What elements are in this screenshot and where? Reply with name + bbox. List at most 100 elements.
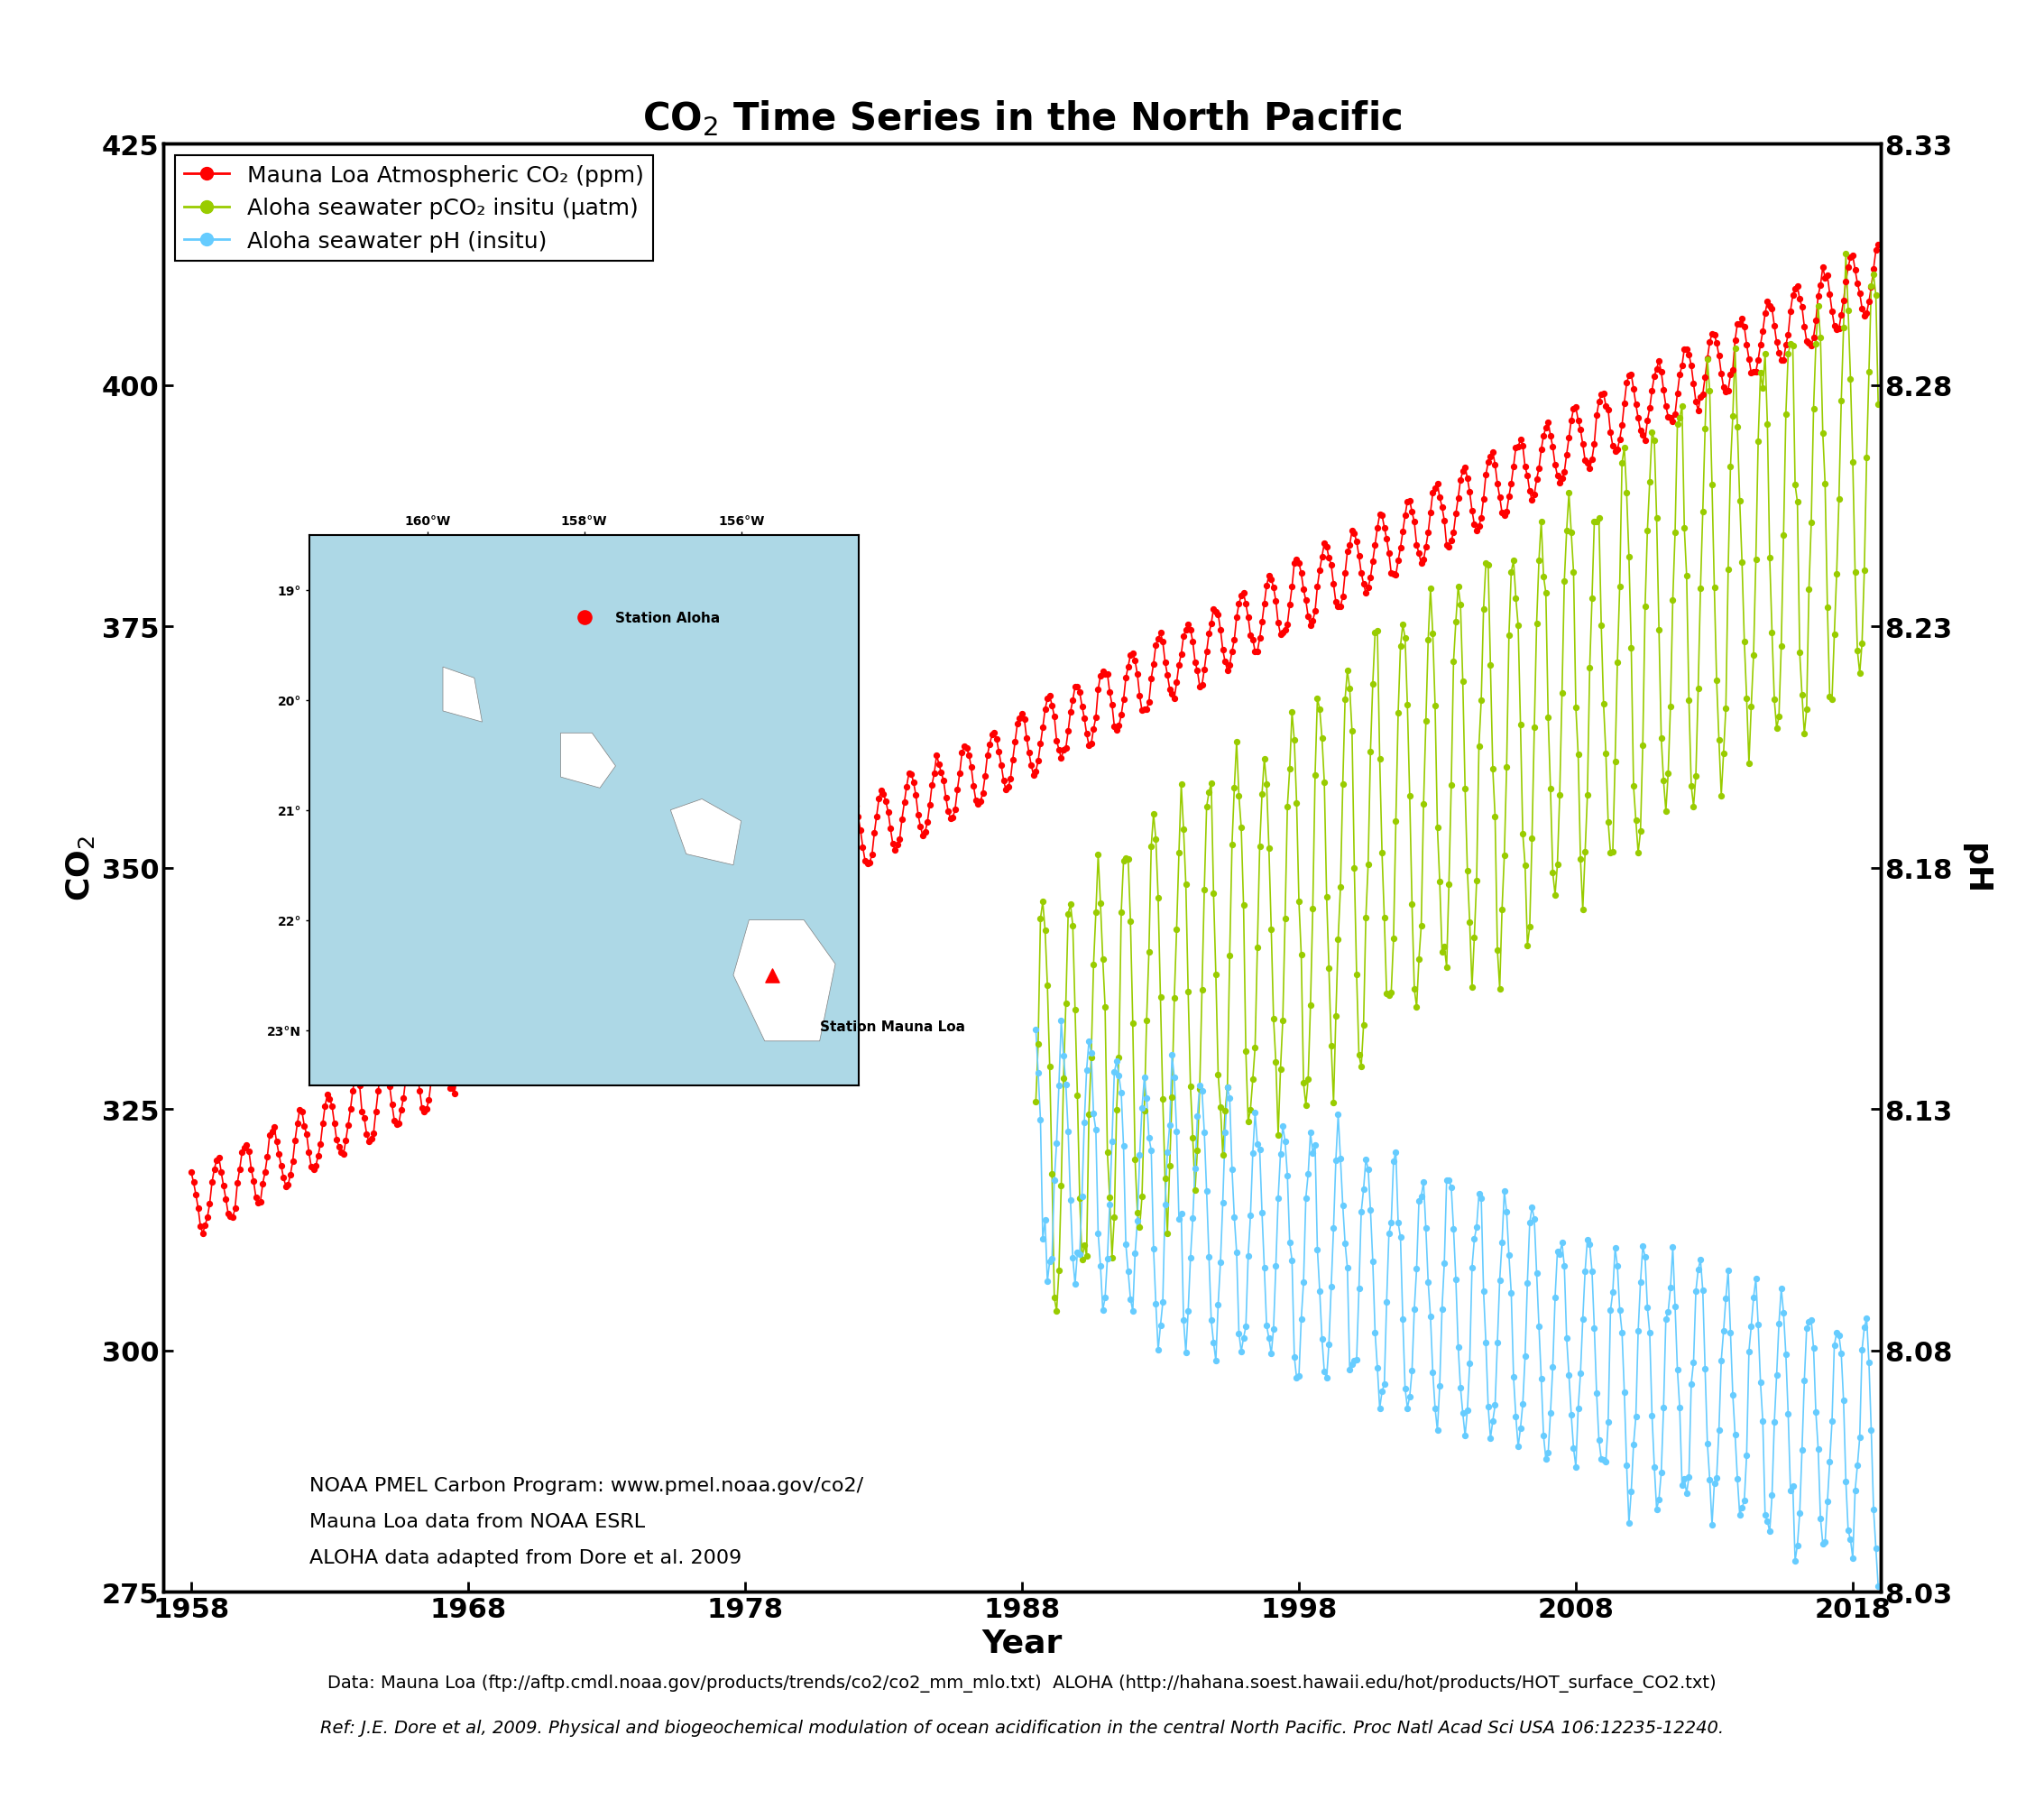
Point xyxy=(1772,340,1805,369)
Point xyxy=(1339,1346,1372,1375)
Point xyxy=(1412,1268,1445,1297)
Point xyxy=(1609,389,1641,418)
Point xyxy=(1823,1321,1856,1350)
Point xyxy=(1572,449,1605,478)
Point xyxy=(1805,1503,1838,1532)
Point xyxy=(987,765,1020,794)
Point xyxy=(724,865,756,894)
Text: ALOHA data adapted from Dore et al. 2009: ALOHA data adapted from Dore et al. 2009 xyxy=(309,1549,742,1567)
Point xyxy=(217,1203,249,1232)
Point xyxy=(1592,396,1625,425)
Point xyxy=(1474,651,1506,680)
Point xyxy=(1253,834,1286,863)
Point xyxy=(1235,1094,1267,1123)
Point xyxy=(1302,1236,1335,1264)
Point xyxy=(1741,427,1774,456)
Point xyxy=(176,1158,208,1187)
Point xyxy=(709,921,742,950)
Point xyxy=(1590,1447,1623,1476)
Point xyxy=(1560,693,1592,722)
Point xyxy=(1441,1333,1474,1362)
Point xyxy=(1357,548,1390,577)
Point xyxy=(715,919,748,948)
Point xyxy=(1733,749,1766,778)
Point xyxy=(1645,358,1678,387)
Point xyxy=(484,1017,517,1046)
Point xyxy=(364,1058,397,1087)
Point xyxy=(699,872,732,901)
Point xyxy=(957,772,989,801)
Point xyxy=(540,988,572,1017)
Point xyxy=(771,894,803,923)
Point xyxy=(636,942,668,971)
Point xyxy=(1831,253,1864,282)
Point xyxy=(1660,1292,1692,1321)
Point xyxy=(1419,1395,1451,1424)
Point xyxy=(1817,1331,1850,1360)
Point xyxy=(599,982,632,1011)
Point xyxy=(1697,1511,1729,1539)
Point xyxy=(785,825,818,854)
Point xyxy=(1470,1328,1502,1357)
Point xyxy=(339,1064,372,1093)
Point xyxy=(1134,832,1167,861)
Point xyxy=(1494,559,1527,588)
Point xyxy=(178,1169,211,1198)
Point xyxy=(760,865,793,894)
Point xyxy=(689,935,722,964)
Point xyxy=(1089,1283,1122,1312)
Point xyxy=(1216,830,1249,859)
Point xyxy=(1758,686,1791,715)
Point xyxy=(419,1026,452,1055)
Point xyxy=(1762,1310,1795,1339)
Point xyxy=(1435,1172,1468,1201)
Point xyxy=(1038,702,1071,731)
Point xyxy=(1263,1055,1296,1084)
Point xyxy=(1711,1257,1744,1286)
Point xyxy=(1656,1234,1688,1263)
Point xyxy=(1797,324,1829,353)
Point xyxy=(1756,1482,1788,1511)
Point xyxy=(1435,771,1468,800)
Point xyxy=(1637,362,1670,391)
Point xyxy=(1607,412,1639,441)
Point xyxy=(967,780,1000,809)
Point xyxy=(1584,611,1617,640)
Point xyxy=(1453,1350,1486,1378)
Point xyxy=(196,1169,229,1198)
Point xyxy=(1674,772,1707,801)
Point xyxy=(1165,640,1198,669)
Point xyxy=(1132,937,1165,966)
Point xyxy=(734,876,766,904)
Point xyxy=(1744,1368,1776,1397)
Point xyxy=(1273,592,1306,620)
Point xyxy=(1598,1234,1631,1263)
Point xyxy=(1206,1141,1239,1170)
Point xyxy=(1214,651,1247,680)
Point xyxy=(1684,575,1717,604)
Point xyxy=(1310,534,1343,563)
Point xyxy=(1369,980,1402,1009)
Point xyxy=(1527,421,1560,450)
Point xyxy=(1188,876,1220,904)
Point xyxy=(897,769,930,798)
Point xyxy=(556,970,589,999)
Point xyxy=(542,997,574,1026)
Point xyxy=(1222,590,1255,619)
Point xyxy=(1825,387,1858,416)
Point xyxy=(1629,593,1662,622)
Point xyxy=(1210,1073,1243,1102)
Point xyxy=(1192,620,1224,649)
Point xyxy=(1406,791,1439,819)
Point xyxy=(1588,380,1621,409)
Point xyxy=(1257,1004,1290,1033)
Point xyxy=(1192,778,1224,807)
Point xyxy=(1466,503,1498,532)
Point xyxy=(1502,1433,1535,1462)
Point xyxy=(1312,955,1345,984)
Point xyxy=(928,767,961,796)
Point xyxy=(194,1190,227,1219)
Point xyxy=(1322,924,1355,953)
Point xyxy=(1347,1011,1380,1040)
Point xyxy=(1075,729,1108,758)
